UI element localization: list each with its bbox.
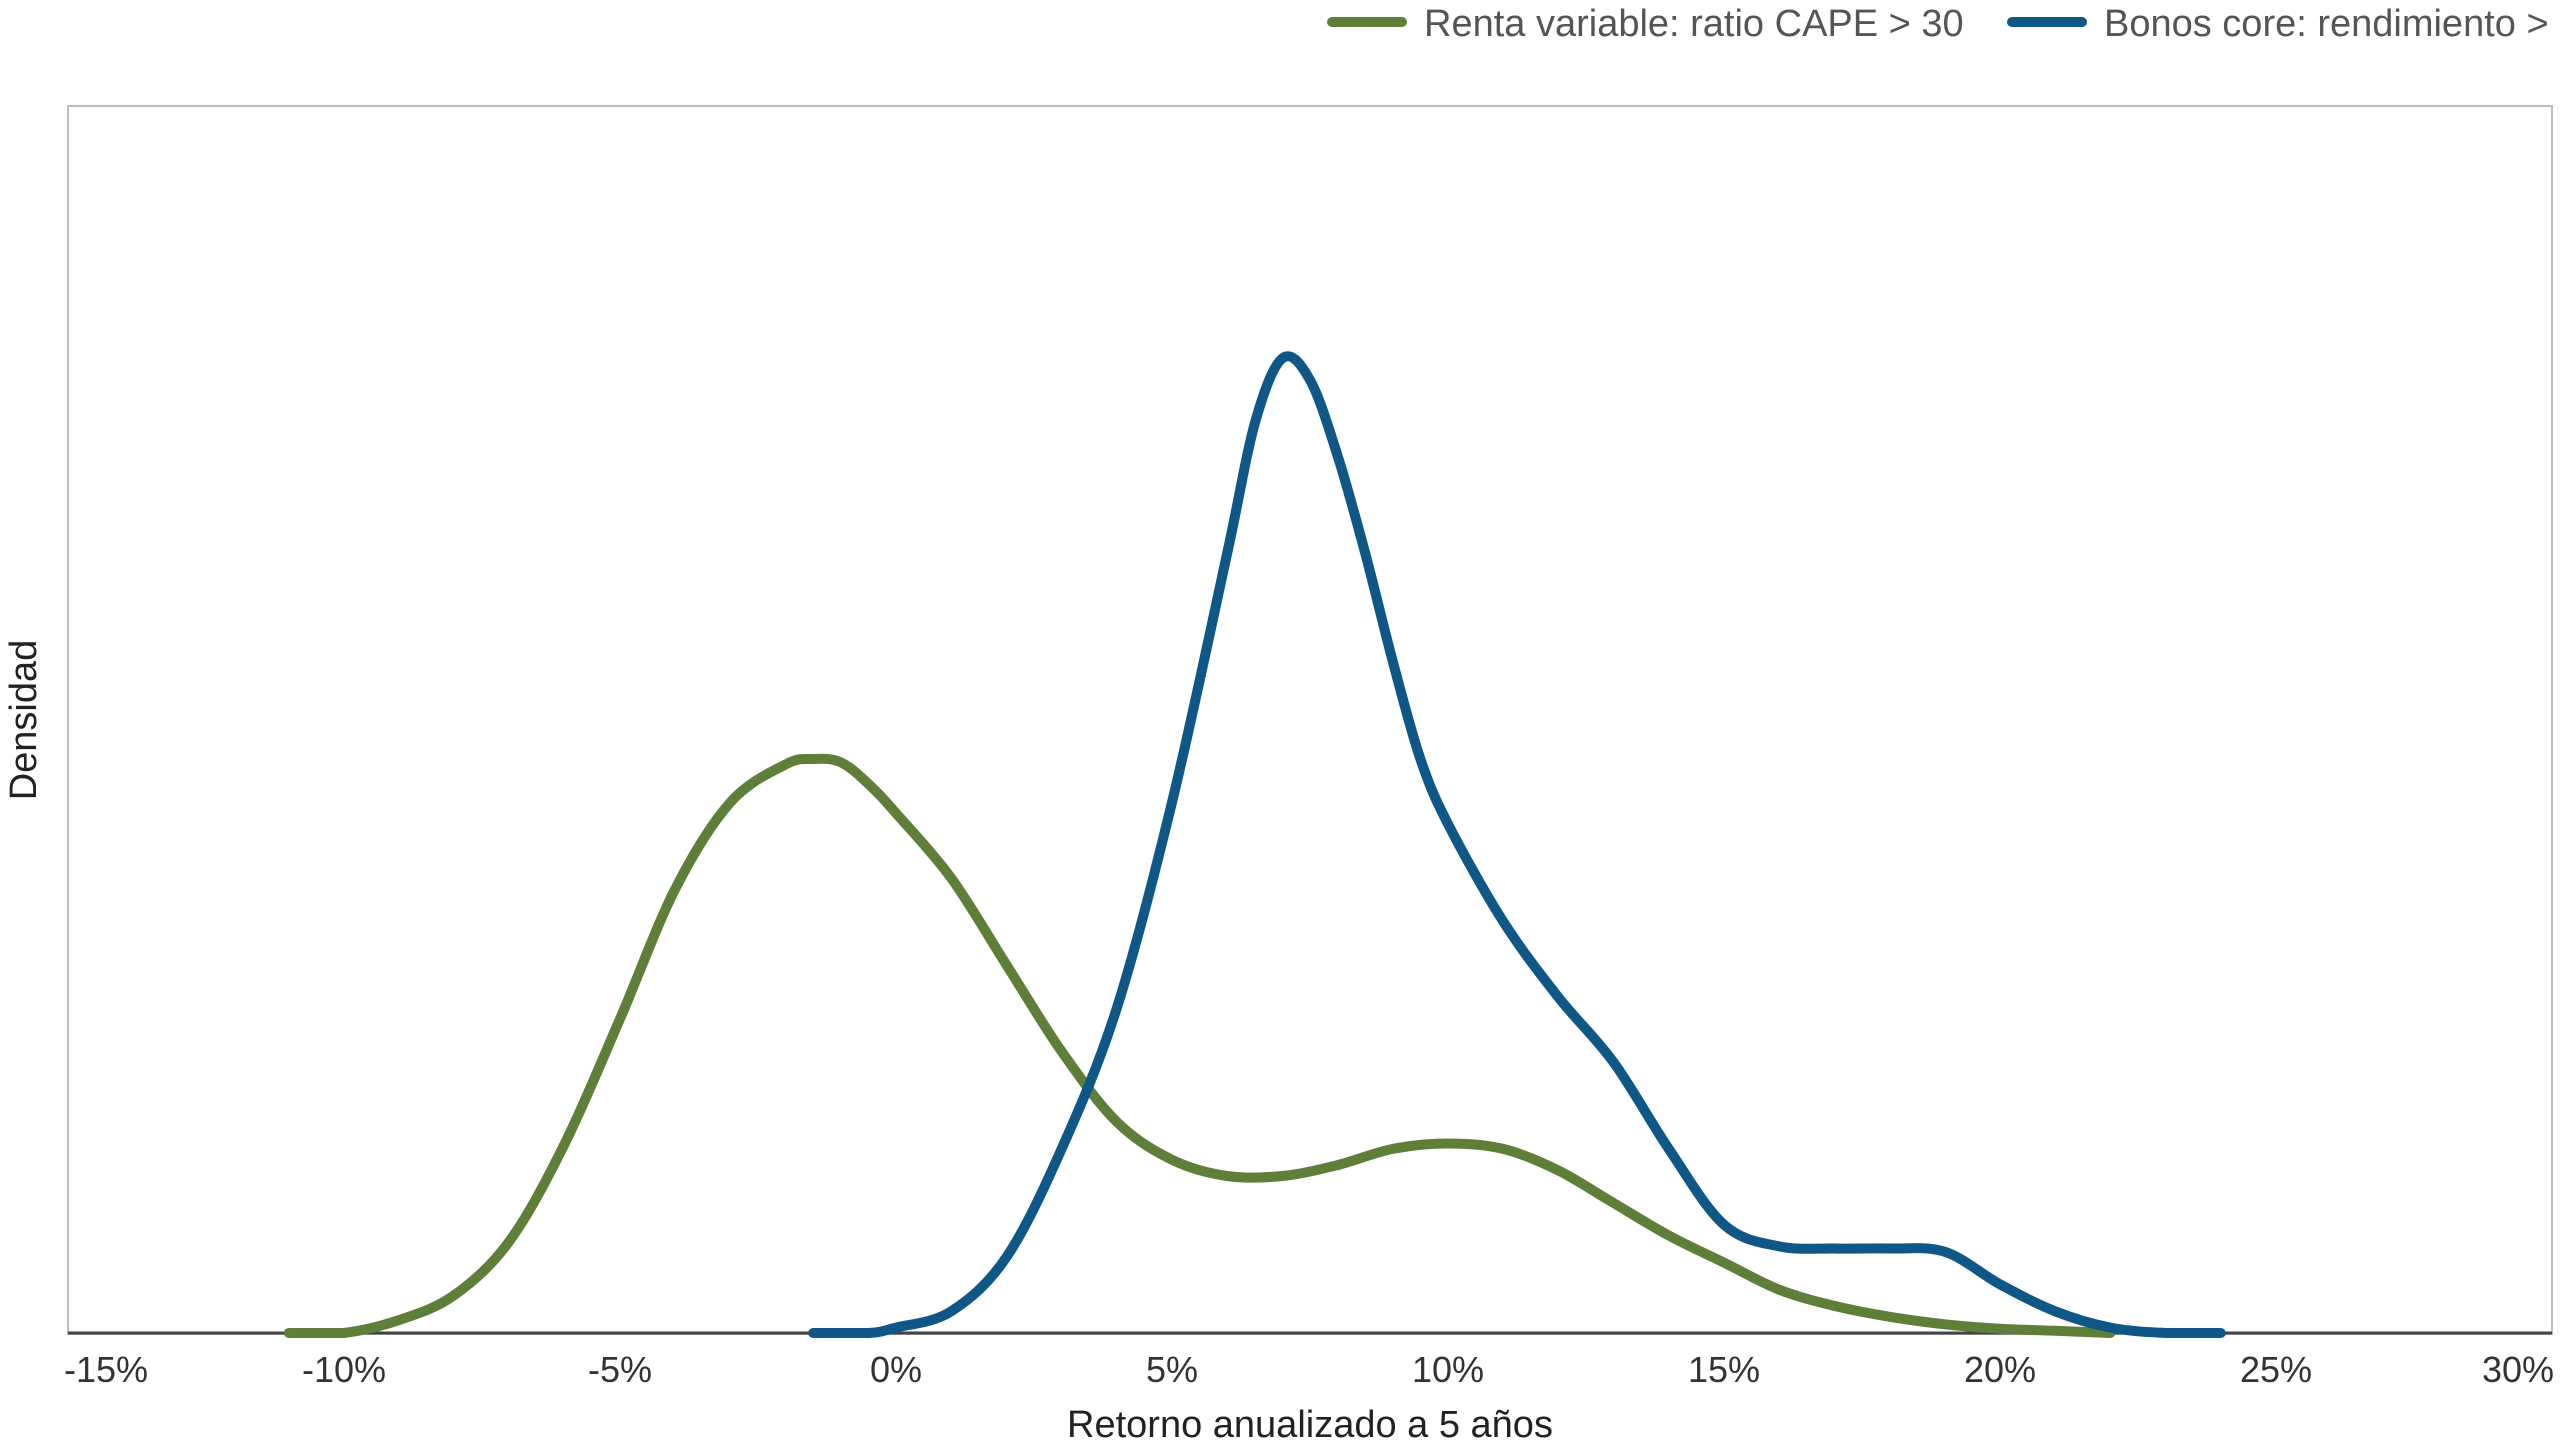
x-tick-label: 10% [1412,1349,1484,1390]
x-tick-label: 20% [1964,1349,2036,1390]
plot-area-frame [67,105,2553,1335]
x-tick-label: -15% [64,1349,148,1390]
x-axis-title: Retorno anualizado a 5 años [1067,1404,1553,1440]
y-axis-title: Densidad [3,640,45,801]
x-tick-label: 0% [870,1349,922,1390]
x-tick-label: -10% [302,1349,386,1390]
x-axis-ticks: -15% -10% -5% 0% 5% 10% 15% 20% 25% 30% [64,1349,2554,1390]
x-tick-label: 30% [2482,1349,2554,1390]
legend-label-equity: Renta variable: ratio CAPE > 30 [1424,3,1964,45]
legend-label-bonds: Bonos core: rendimiento > 5% [2104,3,2560,45]
x-tick-label: 5% [1146,1349,1198,1390]
x-tick-label: 15% [1688,1349,1760,1390]
series-group [283,351,2226,1338]
legend: Renta variable: ratio CAPE > 30 Bonos co… [1327,3,2560,45]
bonds-density-line [808,351,2226,1338]
x-tick-label: 25% [2240,1349,2312,1390]
x-tick-label: -5% [588,1349,652,1390]
